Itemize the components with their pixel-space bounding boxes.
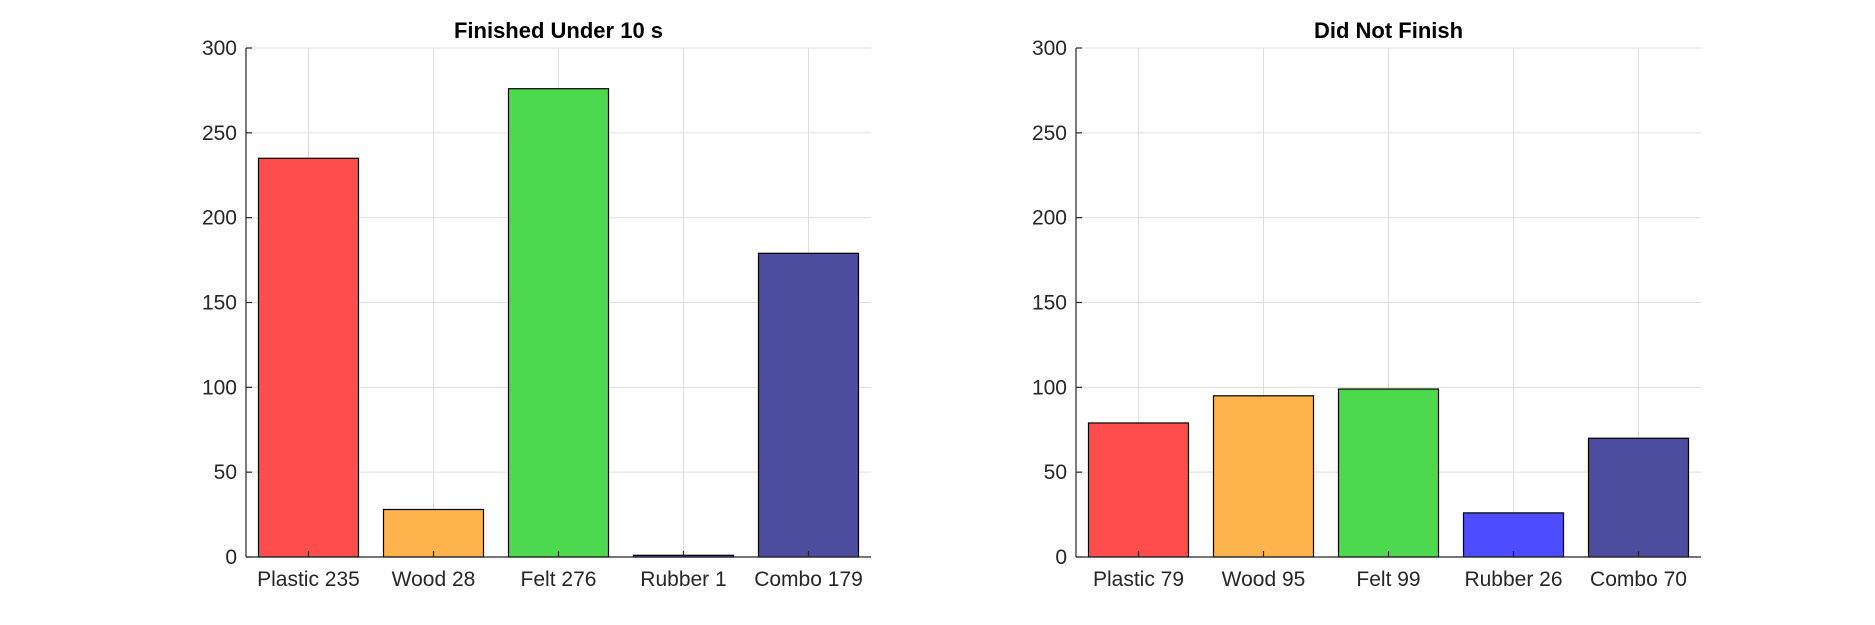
y-tick-label: 100 — [202, 376, 237, 399]
x-tick-label: Rubber 26 — [1464, 568, 1562, 591]
chart-panel-1: 0 50 100 150 200 250 300 Plastic 235 Wood 28 Felt… — [202, 18, 871, 591]
bar-combo-70[interactable] — [1587, 437, 1690, 558]
y-tick-label: 0 — [1055, 546, 1067, 569]
x-tick-label: Rubber 1 — [640, 568, 726, 591]
y-tick-label: 200 — [202, 207, 237, 230]
x-tick-label: Wood 28 — [392, 568, 476, 591]
y-tick-label: 300 — [1032, 37, 1067, 60]
x-tick-label: Plastic 79 — [1093, 568, 1184, 591]
bar-wood-28[interactable] — [382, 508, 485, 558]
chart-panel-2: 0 50 100 150 200 250 300 Plastic 79 Wood 95 Felt … — [1032, 18, 1701, 591]
y-tick-label: 50 — [214, 461, 237, 484]
y-tick-label: 150 — [202, 292, 237, 315]
chart-title: Finished Under 10 s — [454, 18, 663, 43]
y-tick-label: 0 — [225, 546, 237, 569]
bar-felt-276[interactable] — [507, 88, 610, 558]
bar-combo-179[interactable] — [757, 252, 860, 558]
y-tick-label: 200 — [1032, 207, 1067, 230]
y-tick-label: 300 — [202, 37, 237, 60]
x-tick-label: Felt 99 — [1356, 568, 1420, 591]
chart-title: Did Not Finish — [1314, 18, 1463, 43]
y-tick-label: 250 — [1032, 122, 1067, 145]
bar-rubber-26[interactable] — [1462, 512, 1565, 558]
y-tick-label: 150 — [1032, 292, 1067, 315]
y-tick-label: 250 — [202, 122, 237, 145]
x-tick-label: Combo 179 — [754, 568, 863, 591]
bar-plastic-79[interactable] — [1087, 422, 1190, 558]
bar-felt-99[interactable] — [1337, 388, 1440, 558]
bar-plastic-235[interactable] — [257, 157, 360, 558]
x-tick-label: Felt 276 — [521, 568, 597, 591]
x-tick-label: Wood 95 — [1222, 568, 1306, 591]
x-tick-label: Combo 70 — [1590, 568, 1687, 591]
bar-wood-95[interactable] — [1212, 395, 1315, 558]
y-tick-label: 100 — [1032, 376, 1067, 399]
x-tick-label: Plastic 235 — [257, 568, 360, 591]
y-tick-label: 50 — [1044, 461, 1067, 484]
